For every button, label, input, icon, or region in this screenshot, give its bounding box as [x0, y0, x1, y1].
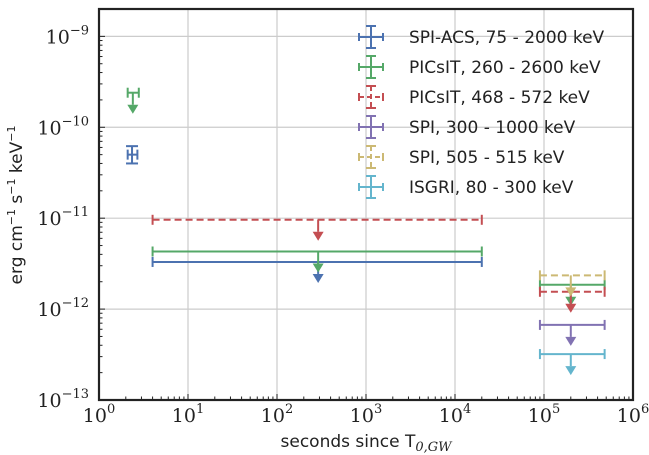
data-point [538, 319, 606, 346]
data-point [126, 87, 140, 114]
series-2 [151, 214, 606, 313]
grid [99, 9, 633, 400]
legend: SPI-ACS, 75 - 2000 keV PICsIT, 260 - 2600… [358, 25, 605, 199]
series-5 [538, 349, 606, 376]
y-tick-labels: 10−13 10−12 10−11 10−10 10−9 [37, 23, 89, 412]
legend-item: ISGRI, 80 - 300 keV [358, 175, 574, 199]
data-point [126, 145, 139, 165]
upper-limit-arrow [312, 273, 324, 283]
y-tick-label: 10−13 [37, 387, 89, 412]
legend-label: ISGRI, 80 - 300 keV [409, 178, 574, 198]
x-tick-label: 104 [439, 402, 471, 427]
y-tick-label: 10−9 [46, 23, 89, 48]
series-1 [126, 87, 606, 306]
upper-limit-arrow [565, 287, 577, 297]
y-tick-label: 10−11 [37, 205, 89, 230]
data-point [151, 246, 483, 273]
legend-item: SPI-ACS, 75 - 2000 keV [358, 25, 605, 49]
x-tick-label: 105 [528, 402, 560, 427]
ticks [98, 8, 630, 401]
data-point [538, 286, 606, 313]
legend-label: PICsIT, 260 - 2600 keV [409, 58, 601, 78]
legend-label: PICsIT, 468 - 572 keV [409, 88, 590, 108]
y-axis-title: erg cm−1 s−1 keV−1 [5, 126, 27, 285]
x-tick-label: 100 [83, 402, 115, 427]
upper-limit-arrow [565, 303, 577, 313]
legend-item: PICsIT, 468 - 572 keV [358, 85, 590, 109]
legend-item: SPI, 300 - 1000 keV [358, 115, 576, 139]
legend-label: SPI-ACS, 75 - 2000 keV [409, 28, 605, 48]
x-tick-label: 102 [261, 402, 293, 427]
x-tick-label: 103 [350, 402, 382, 427]
upper-limit-arrow [565, 366, 577, 376]
upper-limit-arrow [565, 336, 577, 346]
series-layer [126, 87, 606, 376]
upper-limit-arrow [312, 263, 324, 273]
data-point [538, 349, 606, 376]
legend-label: SPI, 505 - 515 keV [409, 148, 565, 168]
legend-item: SPI, 505 - 515 keV [358, 145, 565, 169]
series-3 [538, 319, 606, 346]
y-tick-label: 10−10 [37, 114, 89, 139]
y-tick-label: 10−12 [37, 296, 89, 321]
x-tick-labels: 100 101 102 103 104 105 106 [83, 402, 649, 427]
x-tick-label: 101 [172, 402, 204, 427]
legend-label: SPI, 300 - 1000 keV [409, 118, 576, 138]
x-axis-title: seconds since T0,GW [281, 432, 454, 455]
upper-limit-arrow [312, 231, 324, 241]
series-4 [538, 270, 606, 297]
x-tick-label: 106 [617, 402, 649, 427]
upper-limit-arrow [127, 104, 139, 114]
legend-item: PICsIT, 260 - 2600 keV [358, 55, 601, 79]
data-point [538, 270, 606, 297]
data-point [151, 214, 483, 241]
